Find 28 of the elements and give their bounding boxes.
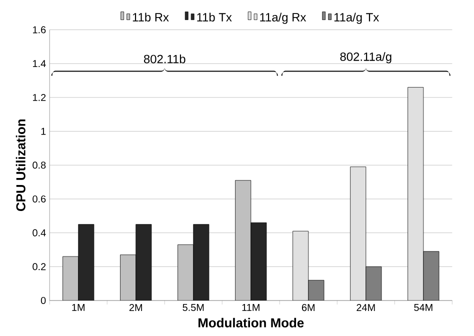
y-tick-label: 0.8 — [32, 162, 46, 169]
y-axis-title: CPU Utilization — [16, 120, 26, 212]
y-tick-label: 0.2 — [32, 263, 46, 270]
annotation: 802.11a/g — [340, 52, 392, 64]
bar — [120, 254, 136, 301]
x-tick-label: 54M — [414, 304, 432, 311]
y-tick-label: 0.6 — [32, 195, 46, 203]
x-tick-label: 2M — [129, 304, 142, 312]
y-tick-label: 1 — [41, 128, 46, 135]
x-tick-label: 24M — [356, 304, 375, 312]
y-tick-label: 1.4 — [33, 60, 46, 68]
legend-label: 11a/g Rx — [260, 12, 306, 24]
annotation: 802.11b — [144, 54, 186, 64]
x-tick-label: 1M — [72, 304, 84, 311]
y-tick-label: 1.6 — [33, 26, 46, 34]
bar — [235, 180, 252, 301]
bar — [62, 256, 79, 301]
x-tick-label: 6M — [302, 304, 315, 312]
bar — [178, 244, 194, 301]
legend-label: 11a/g Tx — [334, 12, 380, 24]
y-tick-label: 0 — [40, 297, 46, 304]
x-tick-label: 11M — [242, 304, 260, 311]
x-tick-label: 5.5M — [182, 304, 204, 311]
y-tick-label: 1.2 — [33, 94, 46, 101]
legend-label: 11b Tx — [197, 12, 232, 22]
legend-label: 11b Rx — [132, 12, 169, 22]
x-axis-title: Modulation Mode — [198, 318, 304, 328]
y-tick-label: 0.4 — [32, 229, 46, 236]
